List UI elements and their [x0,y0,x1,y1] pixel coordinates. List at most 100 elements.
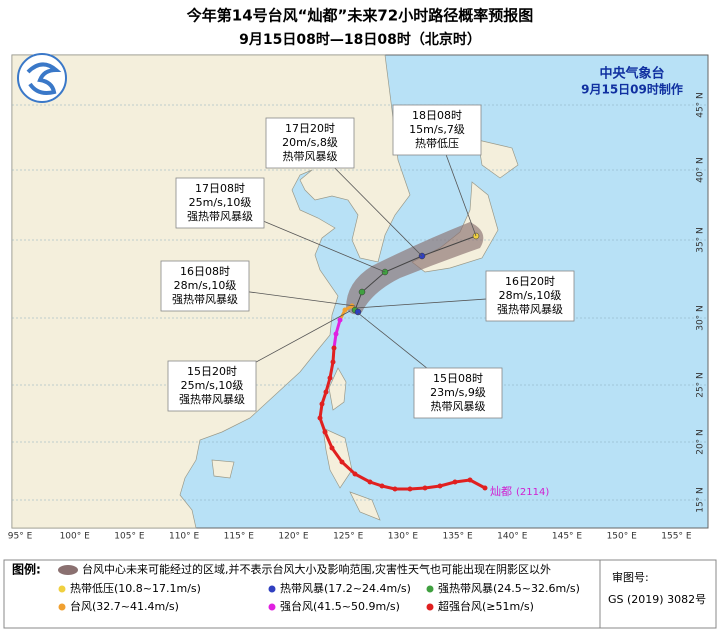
longitude-label: 110° E [169,532,200,542]
axis-labels: 95° E 100° E 105° E 110° E 115° E 120° E 125° … [8,92,706,541]
latitude-label: 40° N [696,157,706,183]
longitude-label: 140° E [497,532,528,542]
track-point [407,486,413,492]
longitude-label: 155° E [661,532,692,542]
callout-time: 15日08时 [433,372,483,385]
track-point [342,307,348,313]
track-point [467,477,473,483]
legend-items: 热带低压(10.8~17.1m/s) 热带风暴(17.2~24.4m/s) 强热带风… [58,582,580,613]
track-point [337,317,343,323]
callout-grade: 热带低压 [415,137,459,150]
track-segment [354,472,371,484]
track-point [392,486,398,492]
track-point [330,359,336,365]
callout-time: 16日08时 [180,265,230,278]
legend-title: 图例: [12,562,41,577]
legend-label: 强台风(41.5~50.9m/s) [280,599,400,613]
legend-label: 强热带风暴(24.5~32.6m/s) [438,582,580,595]
callout-wind: 28m/s,10级 [499,289,562,302]
track-point [482,485,488,491]
graticule [12,104,708,501]
track-segment [454,478,471,484]
track-point [329,445,335,451]
callout-box [392,104,482,156]
legend-marker [268,603,276,611]
legend-marker [426,585,434,593]
track-point [422,485,428,491]
legend-marker [58,603,66,611]
logo [17,53,67,103]
latitude-label: 35° N [696,227,706,253]
longitude-label: 130° E [388,532,419,542]
callout-wind: 20m/s,8级 [282,136,338,149]
forecast-point [358,288,366,296]
track-segment [330,447,344,463]
longitude-label: 120° E [278,532,309,542]
track-point [379,483,385,489]
callout-grade: 强热带风暴级 [497,303,563,316]
track-point [317,415,323,421]
agency-name: 中央气象台 [599,66,664,82]
latitude-label: 25° N [696,372,706,398]
track-point [327,375,333,381]
callout-wind: 25m/s,10级 [189,196,252,209]
track-point [339,459,345,465]
forecast-point [354,308,362,316]
callout-box [413,367,503,419]
track-point [452,479,458,485]
track-point [333,331,339,337]
longitude-label: 125° E [333,532,364,542]
longitude-label: 145° E [552,532,583,542]
longitude-label: 135° E [442,532,473,542]
track-segment [424,484,441,490]
legend-cone-note: 台风中心未来可能经过的区域,并不表示台风大小及影响范围,灾害性天气也可能出现在阴… [82,562,551,576]
longitude-label: 95° E [8,532,33,542]
subtitle: 9月15日08时—18日08时（北京时） [239,31,481,48]
track-segment [469,478,486,490]
legend-label: 台风(32.7~41.4m/s) [70,599,179,613]
callout-grade: 强热带风暴级 [172,293,238,306]
callout-box [160,260,250,312]
track-point [319,401,325,407]
latitude-label: 45° N [696,92,706,118]
issue-time: 9月15日09时制作 [581,82,683,97]
callout-grade: 强热带风暴级 [179,393,245,406]
callout-box [485,270,575,322]
storm-name: 灿都 [490,485,512,498]
callout-box [175,177,265,229]
legend-label: 超强台风(≥51m/s) [438,599,534,613]
legend-marker [58,585,66,593]
title: 今年第14号台风“灿都”未来72小时路径概率预报图 [186,7,533,25]
callout-wind: 15m/s,7级 [409,123,465,136]
track-segment [409,486,426,491]
track-point [322,429,328,435]
track-segment [439,480,456,488]
callout-box [167,360,257,412]
legend-cone-icon [58,565,78,575]
track-segment [340,460,357,476]
longitude-label: 100° E [60,532,91,542]
legend-box [3,559,717,629]
latitude-label: 20° N [696,429,706,455]
track-segment [323,431,334,449]
callout-time: 16日20时 [505,275,555,288]
approval-number: GS (2019) 3082号 [608,593,706,606]
track-point [352,471,358,477]
probability-cone [346,222,484,315]
track-point [323,389,329,395]
callout-time: 15日20时 [187,365,237,378]
track-segment [328,361,335,379]
callout-grade: 热带风暴级 [431,400,486,413]
callout-time: 17日20时 [285,122,335,135]
callout-time: 17日08时 [195,182,245,195]
callout-time: 18日08时 [412,109,462,122]
callout-wind: 28m/s,10级 [174,279,237,292]
legend-marker [268,585,276,593]
legend-label: 热带风暴(17.2~24.4m/s) [280,582,411,595]
track-point [331,345,337,351]
approval-label: 审图号: [612,570,649,584]
callout-grade: 强热带风暴级 [187,210,253,223]
callout-box [265,117,355,169]
